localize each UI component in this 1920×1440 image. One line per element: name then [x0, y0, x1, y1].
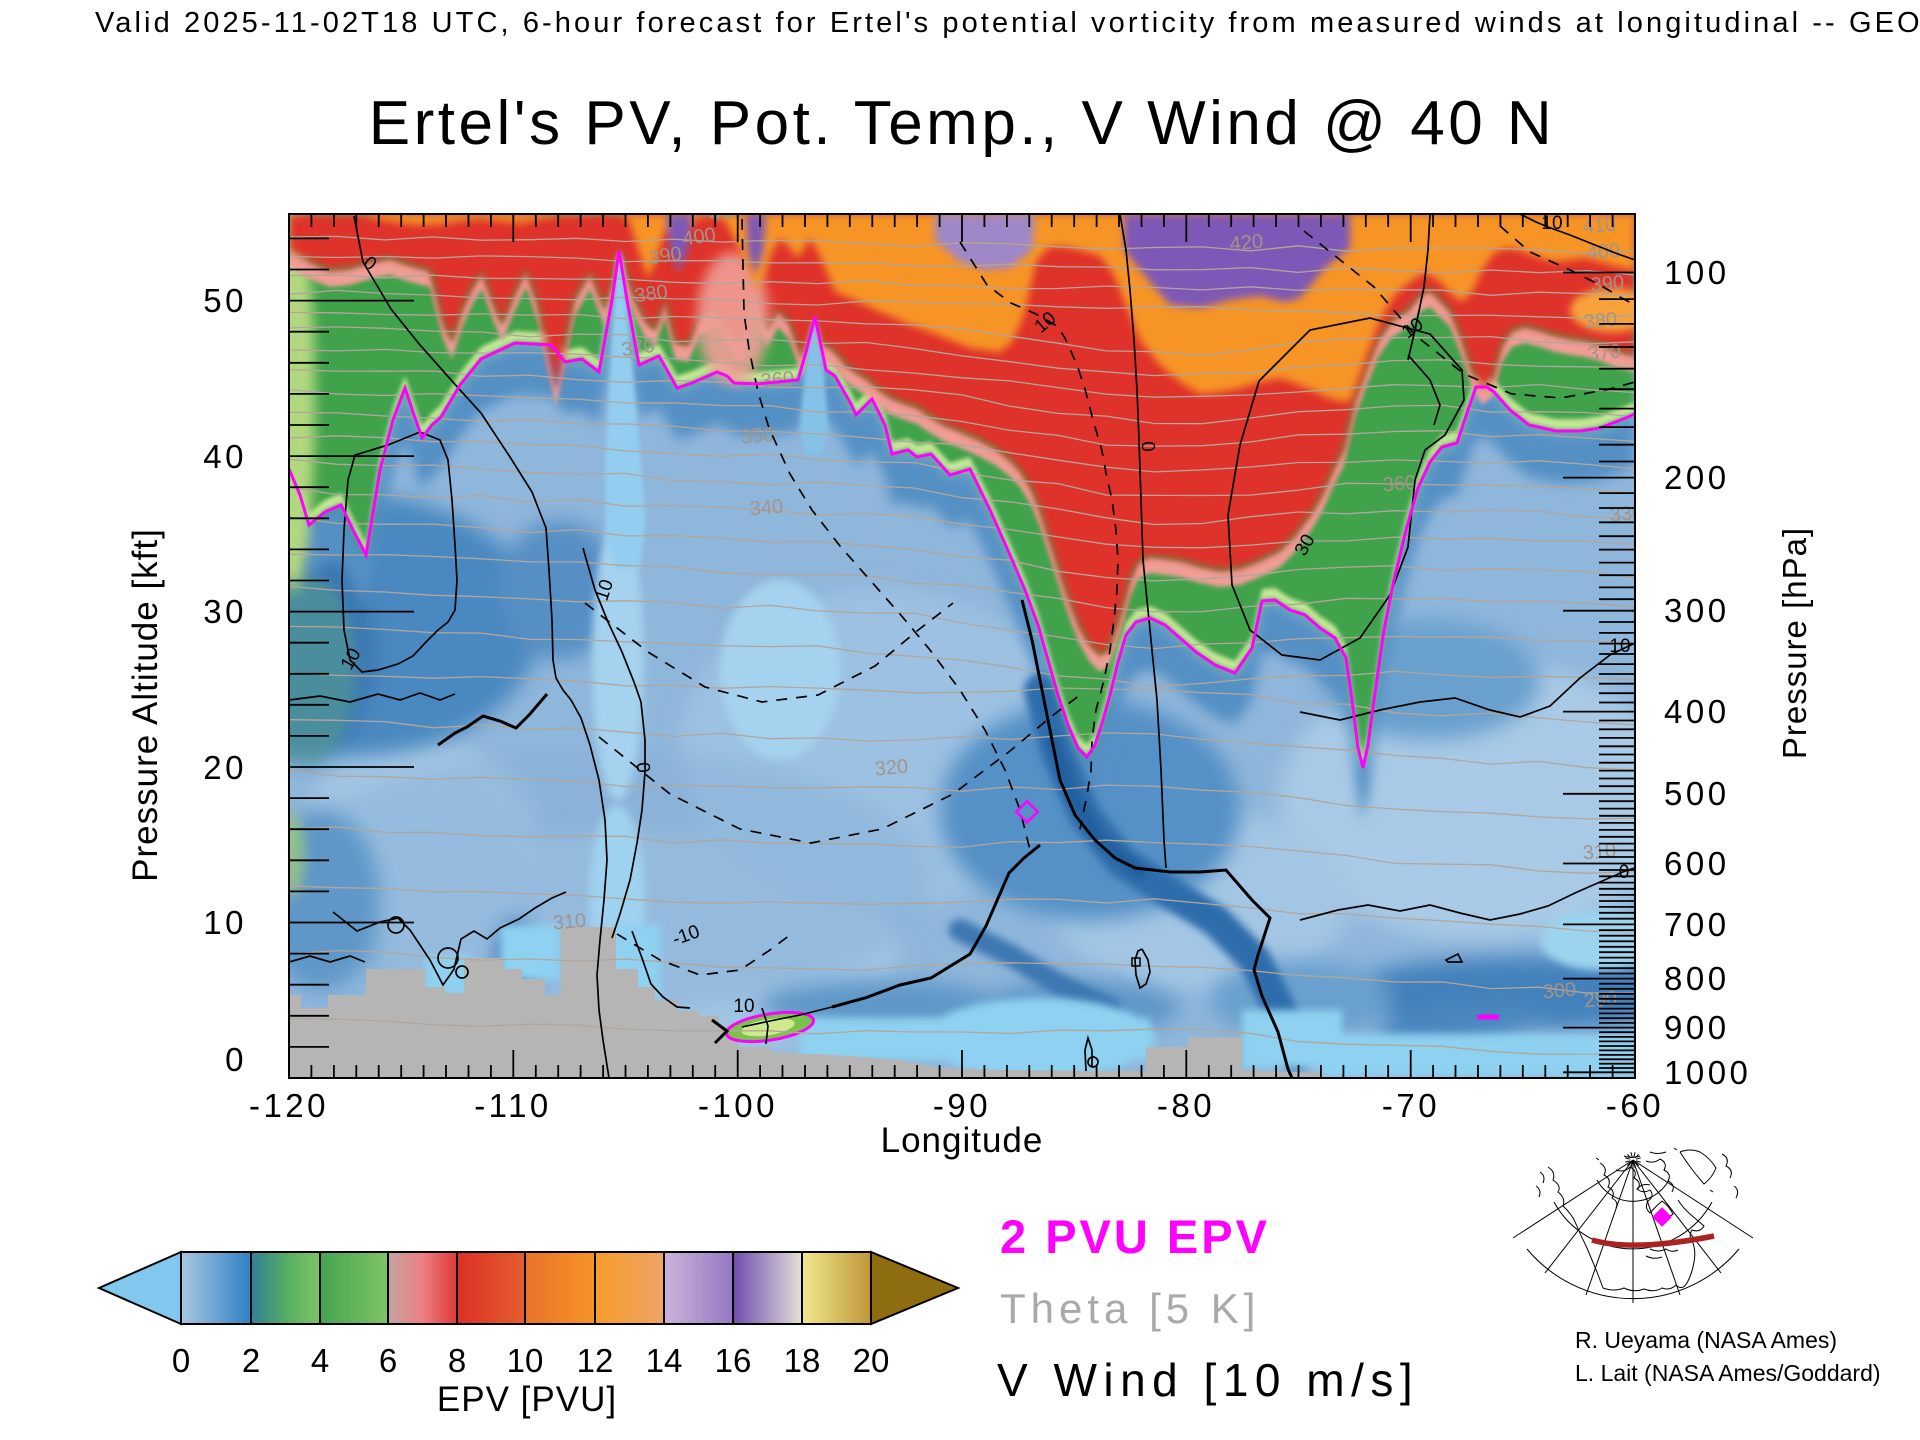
svg-text:320: 320: [874, 756, 909, 781]
svg-text:2 PVU EPV: 2 PVU EPV: [1000, 1210, 1270, 1263]
svg-text:Pressure [hPa]: Pressure [hPa]: [1776, 527, 1813, 759]
svg-text:310: 310: [552, 910, 587, 935]
svg-text:700: 700: [1664, 906, 1730, 943]
svg-text:300: 300: [1542, 979, 1577, 1004]
svg-text:Pressure Altitude [kft]: Pressure Altitude [kft]: [126, 528, 165, 882]
svg-text:-80: -80: [1157, 1087, 1215, 1124]
svg-text:390: 390: [647, 243, 683, 269]
svg-text:0: 0: [1137, 440, 1159, 452]
svg-text:EPV [PVU]: EPV [PVU]: [437, 1380, 617, 1419]
svg-text:10: 10: [203, 904, 247, 941]
svg-text:-90: -90: [933, 1087, 991, 1124]
svg-text:40: 40: [203, 438, 247, 475]
svg-text:0: 0: [632, 761, 654, 773]
svg-text:-110: -110: [474, 1087, 552, 1124]
svg-text:900: 900: [1664, 1009, 1730, 1046]
svg-text:10: 10: [507, 1342, 544, 1379]
svg-text:420: 420: [1229, 231, 1264, 256]
svg-text:4: 4: [311, 1342, 329, 1379]
svg-text:20: 20: [203, 749, 247, 786]
svg-text:400: 400: [681, 224, 717, 250]
svg-text:800: 800: [1664, 960, 1730, 997]
svg-text:Valid 2025-11-02T18 UTC, 6-hou: Valid 2025-11-02T18 UTC, 6-hour forecast…: [95, 7, 1920, 39]
svg-text:300: 300: [1664, 592, 1730, 629]
svg-text:340: 340: [1630, 604, 1665, 629]
svg-text:Theta [5 K]: Theta [5 K]: [1000, 1285, 1260, 1332]
svg-text:-60: -60: [1606, 1087, 1664, 1124]
svg-text:0: 0: [225, 1041, 247, 1078]
svg-text:8: 8: [448, 1342, 466, 1379]
svg-text:10: 10: [733, 996, 754, 1017]
svg-text:10: 10: [1541, 213, 1562, 234]
svg-text:390: 390: [1590, 272, 1625, 297]
svg-text:Ertel's PV, Pot. Temp., V Wind: Ertel's PV, Pot. Temp., V Wind @ 40 N: [369, 89, 1555, 158]
svg-text:-70: -70: [1382, 1087, 1440, 1124]
svg-text:360: 360: [1382, 472, 1417, 497]
svg-text:400: 400: [1664, 693, 1730, 730]
svg-text:1000: 1000: [1664, 1054, 1751, 1091]
svg-text:R. Ueyama (NASA Ames): R. Ueyama (NASA Ames): [1575, 1327, 1837, 1353]
svg-text:410: 410: [1582, 214, 1617, 239]
svg-text:0: 0: [1619, 862, 1630, 883]
svg-text:600: 600: [1664, 845, 1730, 882]
svg-text:14: 14: [646, 1342, 683, 1379]
svg-text:50: 50: [203, 282, 247, 319]
svg-text:-100: -100: [698, 1087, 778, 1124]
svg-text:340: 340: [749, 496, 784, 521]
svg-text:-120: -120: [249, 1087, 329, 1124]
svg-text:350: 350: [740, 424, 775, 449]
svg-text:18: 18: [784, 1342, 821, 1379]
svg-text:L. Lait (NASA Ames/Goddard): L. Lait (NASA Ames/Goddard): [1575, 1360, 1881, 1386]
svg-text:200: 200: [1664, 459, 1730, 496]
svg-text:10: 10: [1609, 636, 1630, 657]
svg-text:2: 2: [242, 1342, 260, 1379]
svg-text:Longitude: Longitude: [881, 1121, 1044, 1160]
svg-text:380: 380: [1583, 309, 1618, 334]
svg-text:V Wind [10 m/s]: V Wind [10 m/s]: [997, 1354, 1419, 1406]
svg-text:370: 370: [1587, 341, 1622, 366]
svg-text:0: 0: [172, 1342, 190, 1379]
svg-text:380: 380: [633, 281, 669, 307]
svg-text:6: 6: [379, 1342, 397, 1379]
svg-text:30: 30: [203, 593, 247, 630]
svg-text:12: 12: [577, 1342, 614, 1379]
svg-text:100: 100: [1664, 254, 1730, 291]
svg-text:16: 16: [715, 1342, 752, 1379]
svg-text:500: 500: [1664, 775, 1730, 812]
svg-text:20: 20: [853, 1342, 890, 1379]
